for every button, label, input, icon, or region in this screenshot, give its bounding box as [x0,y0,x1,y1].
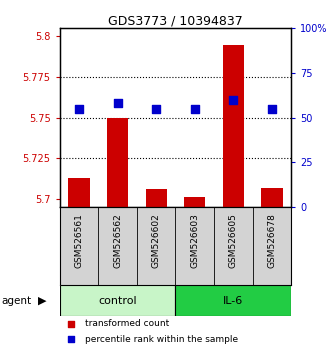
Text: transformed count: transformed count [85,319,169,329]
Point [231,97,236,103]
Text: GSM526561: GSM526561 [74,213,83,268]
Text: control: control [98,296,137,306]
Bar [175,285,291,316]
Text: agent: agent [2,296,32,306]
Bar [184,198,205,207]
Text: GSM526602: GSM526602 [152,213,161,268]
Bar [60,285,175,316]
Bar [68,178,89,207]
Bar [223,45,244,207]
Point [154,106,159,112]
Point [69,336,74,342]
Point [115,101,120,106]
Bar [146,189,167,207]
Text: ▶: ▶ [38,296,47,306]
Title: GDS3773 / 10394837: GDS3773 / 10394837 [108,14,243,27]
Text: GSM526678: GSM526678 [267,213,276,268]
Text: percentile rank within the sample: percentile rank within the sample [85,335,238,344]
Bar [107,118,128,207]
Text: GSM526603: GSM526603 [190,213,199,268]
Point [69,321,74,327]
Text: GSM526562: GSM526562 [113,213,122,268]
Point [269,106,275,112]
Point [192,106,197,112]
Text: GSM526605: GSM526605 [229,213,238,268]
Text: IL-6: IL-6 [223,296,244,306]
Point [76,106,81,112]
Bar [261,188,283,207]
